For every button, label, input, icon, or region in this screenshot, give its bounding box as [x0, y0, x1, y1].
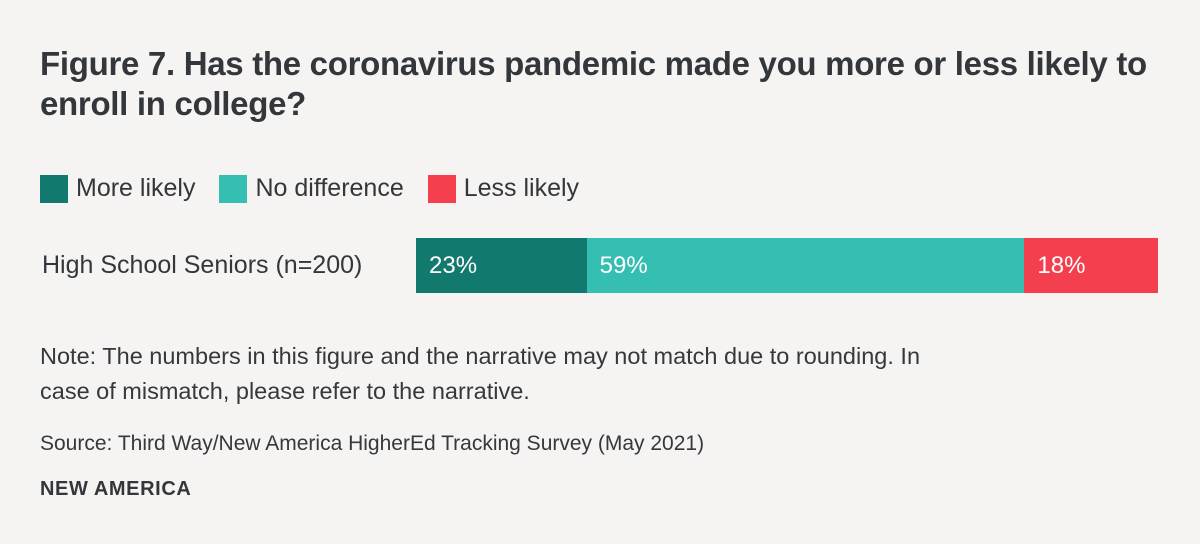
bar-segment-value: 59% [599, 251, 648, 279]
legend-swatch-more-likely [40, 174, 68, 203]
bar-segment-value: 23% [429, 251, 478, 279]
legend-item-no-difference: No difference [219, 174, 404, 203]
note-line-2: case of mismatch, please refer to the na… [40, 378, 530, 404]
legend-label: Less likely [463, 174, 580, 202]
note-line-1: Note: The numbers in this figure and the… [40, 343, 921, 369]
bar-segment-more-likely: 23% [416, 238, 587, 293]
legend-swatch-no-difference [219, 174, 248, 203]
legend: More likely No difference Less likely [40, 174, 1158, 203]
source-text: Source: Third Way/New America HigherEd T… [40, 432, 705, 455]
bar-segment-value: 18% [1037, 251, 1086, 279]
legend-label: No difference [255, 174, 404, 202]
legend-swatch-less-likely [427, 174, 456, 203]
legend-item-less-likely: Less likely [427, 174, 580, 203]
category-label: High School Seniors (n=200) [42, 251, 363, 279]
stacked-bar: 23% 59% 18% [416, 238, 1158, 293]
brand-logo-text: NEW AMERICA [40, 478, 192, 500]
bar-segment-less-likely: 18% [1024, 238, 1158, 293]
legend-label: More likely [76, 174, 196, 202]
note-text: Note: The numbers in this figure and the… [40, 339, 1158, 409]
bar-segment-no-difference: 59% [586, 238, 1025, 293]
figure-title: Figure 7. Has the coronavirus pandemic m… [40, 45, 1147, 122]
bar-row: High School Seniors (n=200) 23% 59% 18% [40, 238, 1158, 293]
legend-item-more-likely: More likely [40, 174, 195, 203]
